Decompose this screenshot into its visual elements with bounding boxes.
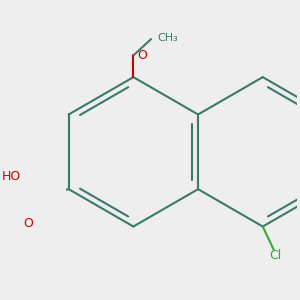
Text: CH₃: CH₃ bbox=[158, 33, 178, 43]
Text: HO: HO bbox=[2, 170, 21, 183]
Text: O: O bbox=[23, 217, 33, 230]
Text: Cl: Cl bbox=[269, 248, 281, 262]
Text: O: O bbox=[137, 49, 147, 62]
